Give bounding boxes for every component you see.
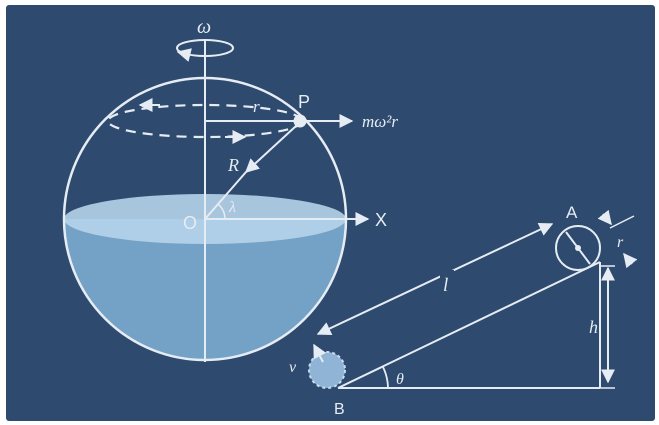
omega-label: ω (197, 16, 211, 38)
point-a-label: A (566, 203, 578, 222)
velocity-label: v (289, 359, 297, 376)
point-p-label: P (298, 92, 310, 112)
incline-surface (337, 261, 601, 389)
velocity-arrow (313, 343, 327, 363)
force-label: mω²r (362, 112, 398, 131)
length-dimension (316, 223, 554, 335)
big-r-label: R (227, 155, 239, 175)
length-label-gap (440, 270, 454, 294)
height-label: h (589, 317, 598, 337)
length-label: l (443, 275, 448, 296)
incline-figure (308, 209, 638, 389)
ball-a (555, 225, 601, 271)
radius-line (204, 171, 247, 220)
origin-label: O (183, 213, 197, 233)
point-b-label: B (334, 401, 345, 418)
lambda-label: λ (228, 199, 236, 216)
theta-label: θ (396, 371, 404, 388)
sphere-figure (62, 39, 370, 362)
x-axis-label: X (375, 210, 387, 230)
rotation-symbol (176, 39, 234, 57)
ball-a-radius-mark (565, 231, 591, 265)
lambda-arc (217, 203, 226, 220)
point-p-dot (293, 114, 307, 128)
radius-r-arrow (244, 125, 297, 173)
theta-arc (382, 366, 389, 389)
sphere-small-r-label: r (253, 97, 260, 116)
ball-b (308, 351, 346, 389)
incline-small-r-label: r (617, 234, 624, 251)
